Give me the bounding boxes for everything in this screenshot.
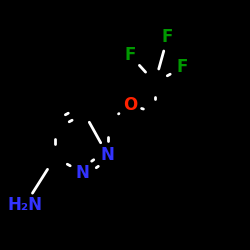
Text: N: N — [100, 146, 114, 164]
Text: N: N — [76, 164, 90, 182]
Text: F: F — [177, 58, 188, 76]
Text: F: F — [124, 46, 136, 64]
Text: O: O — [123, 96, 137, 114]
Text: H₂N: H₂N — [8, 196, 42, 214]
Text: F: F — [162, 28, 173, 46]
